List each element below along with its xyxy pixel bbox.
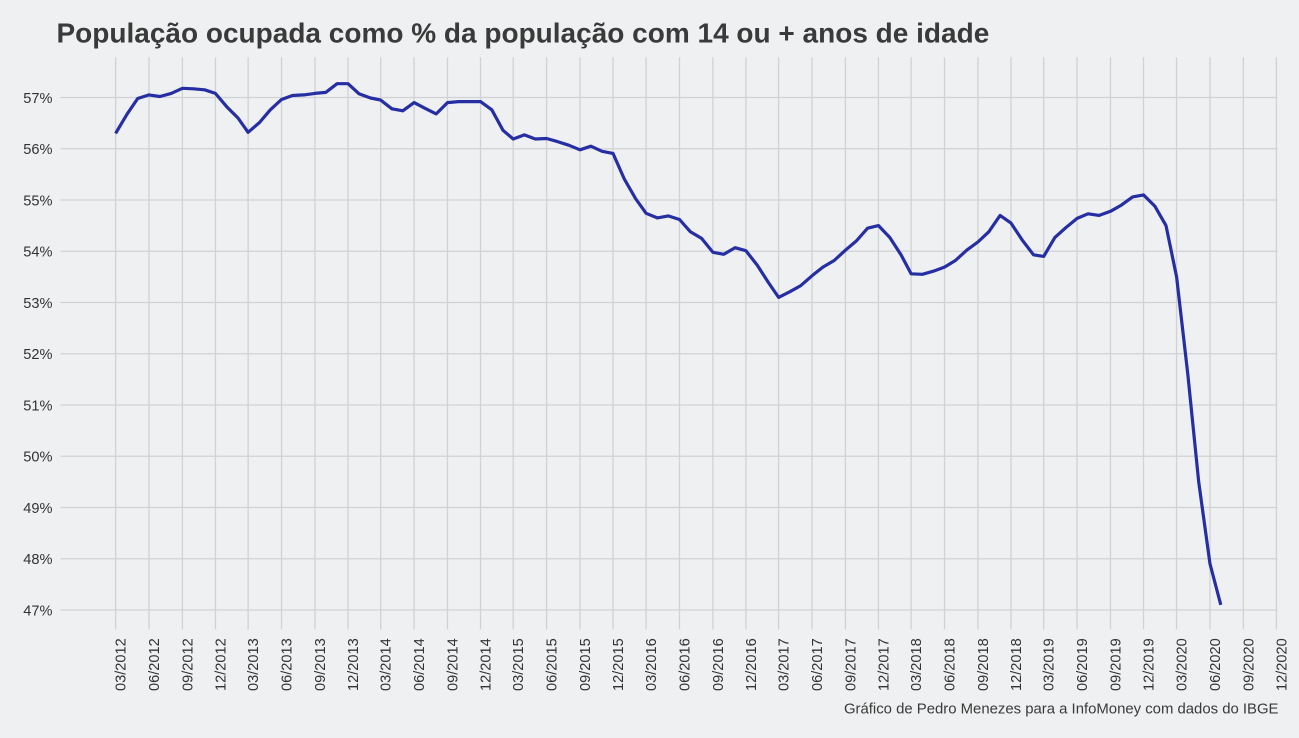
svg-text:06/2019: 06/2019 <box>1075 638 1091 691</box>
svg-text:09/2012: 09/2012 <box>180 638 196 691</box>
svg-text:03/2016: 03/2016 <box>644 638 660 691</box>
svg-text:03/2015: 03/2015 <box>511 638 527 691</box>
svg-text:12/2014: 12/2014 <box>479 638 495 691</box>
svg-text:12/2012: 12/2012 <box>213 638 229 691</box>
svg-text:09/2016: 09/2016 <box>711 638 727 691</box>
svg-text:12/2020: 12/2020 <box>1274 638 1290 691</box>
svg-text:06/2020: 06/2020 <box>1208 638 1224 691</box>
svg-text:52%: 52% <box>23 347 52 363</box>
svg-text:População ocupada como % da po: População ocupada como % da população co… <box>57 18 990 49</box>
svg-text:47%: 47% <box>23 603 52 619</box>
svg-text:06/2015: 06/2015 <box>545 638 561 691</box>
svg-text:06/2016: 06/2016 <box>678 638 694 691</box>
svg-text:06/2012: 06/2012 <box>147 638 163 691</box>
svg-text:12/2019: 12/2019 <box>1142 638 1158 691</box>
svg-text:03/2019: 03/2019 <box>1042 638 1058 691</box>
svg-text:53%: 53% <box>23 296 52 312</box>
svg-text:12/2017: 12/2017 <box>877 638 893 691</box>
svg-text:Gráfico de Pedro Menezes para: Gráfico de Pedro Menezes para a InfoMone… <box>844 702 1279 718</box>
svg-text:57%: 57% <box>23 91 52 107</box>
svg-text:03/2017: 03/2017 <box>777 638 793 691</box>
svg-text:06/2018: 06/2018 <box>943 638 959 691</box>
svg-text:51%: 51% <box>23 398 52 414</box>
svg-text:06/2013: 06/2013 <box>280 638 296 691</box>
svg-text:03/2018: 03/2018 <box>909 638 925 691</box>
svg-text:09/2015: 09/2015 <box>578 638 594 691</box>
svg-text:03/2014: 03/2014 <box>379 638 395 691</box>
svg-text:06/2017: 06/2017 <box>810 638 826 691</box>
svg-text:03/2013: 03/2013 <box>246 638 262 691</box>
svg-text:03/2020: 03/2020 <box>1175 638 1191 691</box>
svg-text:09/2017: 09/2017 <box>843 638 859 691</box>
svg-text:12/2015: 12/2015 <box>611 638 627 691</box>
svg-text:09/2019: 09/2019 <box>1109 638 1125 691</box>
svg-text:09/2014: 09/2014 <box>446 638 462 691</box>
svg-text:56%: 56% <box>23 142 52 158</box>
svg-text:09/2018: 09/2018 <box>976 638 992 691</box>
svg-text:12/2018: 12/2018 <box>1009 638 1025 691</box>
svg-text:03/2012: 03/2012 <box>114 638 130 691</box>
svg-text:48%: 48% <box>23 552 52 568</box>
svg-text:54%: 54% <box>23 245 52 261</box>
svg-text:49%: 49% <box>23 501 52 517</box>
svg-text:12/2013: 12/2013 <box>346 638 362 691</box>
svg-text:55%: 55% <box>23 193 52 209</box>
svg-text:09/2013: 09/2013 <box>313 638 329 691</box>
svg-text:50%: 50% <box>23 450 52 466</box>
svg-text:09/2020: 09/2020 <box>1241 638 1257 691</box>
svg-text:06/2014: 06/2014 <box>412 638 428 691</box>
svg-text:12/2016: 12/2016 <box>744 638 760 691</box>
